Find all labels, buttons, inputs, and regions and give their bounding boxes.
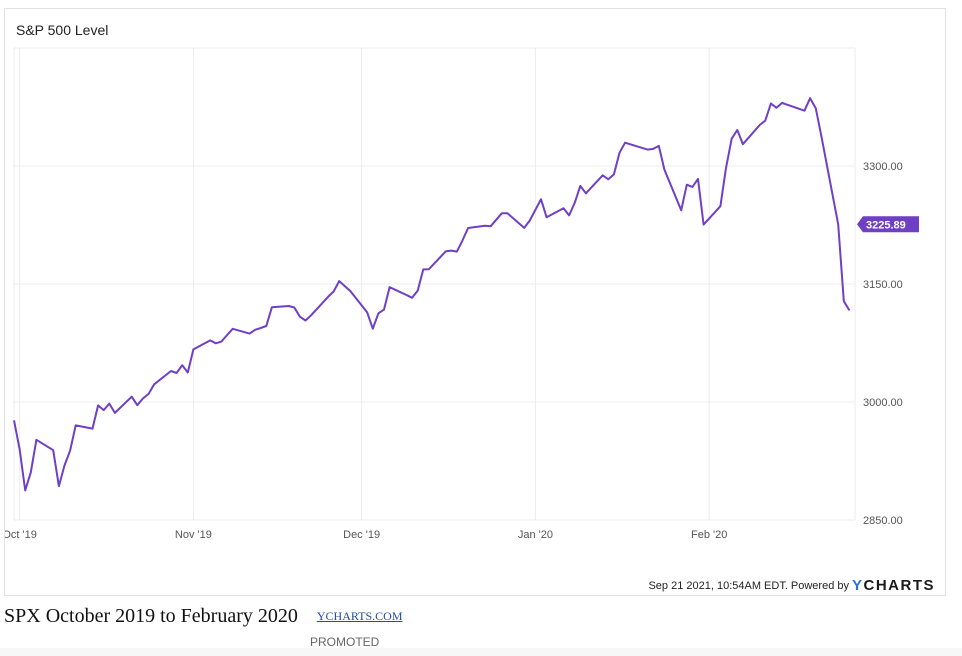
grid: [13, 47, 856, 521]
x-tick-label: Feb '20: [691, 529, 727, 541]
x-tick-label: Oct '19: [5, 529, 37, 541]
x-tick-label: Nov '19: [175, 529, 212, 541]
y-axis-labels: 2850.00 3000.00 3150.00 3300.00: [863, 161, 903, 527]
ycharts-logo-y: Y: [851, 577, 864, 594]
chart-footer: Sep 21 2021, 10:54AM EDT. Powered by YCH…: [648, 577, 935, 594]
y-tick-label: 2850.00: [863, 515, 903, 527]
x-axis-labels: Oct '19 Nov '19 Dec '19 Jan '20 Feb '20: [5, 529, 727, 541]
caption-text: SPX October 2019 to February 2020: [4, 605, 298, 627]
ycharts-logo[interactable]: YCHARTS: [852, 577, 935, 594]
x-tick-label: Dec '19: [343, 529, 380, 541]
series-line: [13, 97, 851, 492]
chart-title: S&P 500 Level: [16, 22, 109, 38]
promoted-label: PROMOTED: [310, 635, 380, 649]
x-tick-label: Jan '20: [518, 529, 553, 541]
bottom-strip: [0, 648, 962, 656]
ycharts-link[interactable]: YCHARTS.COM: [316, 609, 403, 623]
figure-caption: SPX October 2019 to February 2020 YCHART…: [4, 605, 403, 628]
last-value-label: 3225.89: [857, 216, 919, 233]
last-value-badge: [857, 216, 919, 233]
chart-card: S&P 500 Level Oct '19 Nov '19 Dec '19 Jan '…: [4, 8, 946, 596]
line-chart: Oct '19 Nov '19 Dec '19 Jan '20 Feb '20 2850…: [5, 47, 919, 541]
y-tick-label: 3150.00: [863, 279, 903, 291]
timestamp: Sep 21 2021, 10:54AM EDT.: [648, 579, 788, 592]
ycharts-logo-text: CHARTS: [863, 577, 935, 594]
y-tick-label: 3000.00: [863, 397, 903, 409]
last-value-text: 3225.89: [866, 219, 906, 231]
powered-by-label: Powered by: [790, 579, 849, 592]
y-tick-label: 3300.00: [863, 161, 903, 173]
